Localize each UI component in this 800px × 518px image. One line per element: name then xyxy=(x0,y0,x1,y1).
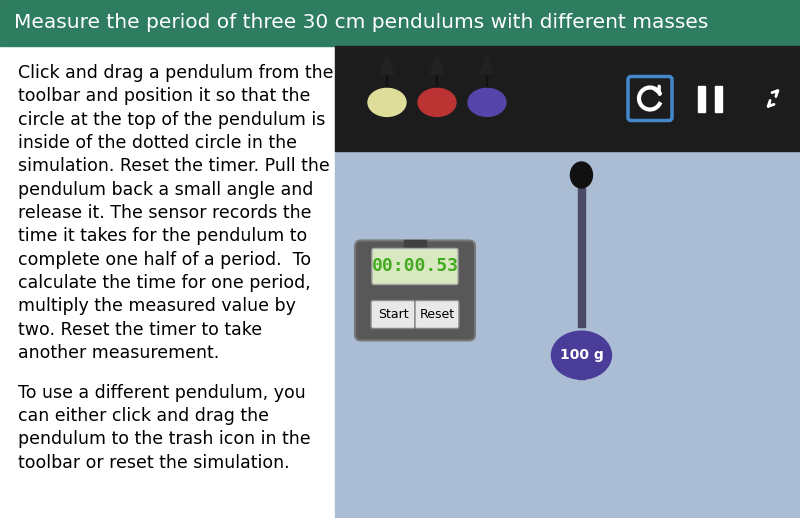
Bar xyxy=(578,359,585,379)
FancyBboxPatch shape xyxy=(628,77,672,121)
Ellipse shape xyxy=(418,89,456,117)
Bar xyxy=(698,85,705,111)
Text: To use a different pendulum, you
can either click and drag the
pendulum to the t: To use a different pendulum, you can eit… xyxy=(18,384,310,471)
Polygon shape xyxy=(380,54,394,74)
FancyBboxPatch shape xyxy=(355,240,475,340)
Bar xyxy=(578,188,585,327)
FancyBboxPatch shape xyxy=(371,300,415,328)
Polygon shape xyxy=(480,54,494,74)
Text: Start: Start xyxy=(378,308,408,321)
Text: Click and drag a pendulum from the
toolbar and position it so that the
circle at: Click and drag a pendulum from the toolb… xyxy=(18,64,334,362)
Bar xyxy=(335,151,800,518)
Text: Measure the period of three 30 cm pendulums with different masses: Measure the period of three 30 cm pendul… xyxy=(14,13,708,33)
Ellipse shape xyxy=(468,89,506,117)
FancyBboxPatch shape xyxy=(372,249,458,284)
Polygon shape xyxy=(430,54,444,74)
Ellipse shape xyxy=(570,162,593,188)
Text: 100 g: 100 g xyxy=(559,348,603,362)
Bar xyxy=(335,46,800,151)
Text: Reset: Reset xyxy=(419,308,454,321)
Bar xyxy=(0,46,335,518)
Ellipse shape xyxy=(368,89,406,117)
Bar xyxy=(715,85,722,111)
FancyBboxPatch shape xyxy=(415,300,459,328)
Bar xyxy=(0,0,800,46)
Text: 00:00.53: 00:00.53 xyxy=(371,257,458,276)
Ellipse shape xyxy=(551,331,611,379)
Bar xyxy=(404,240,426,250)
